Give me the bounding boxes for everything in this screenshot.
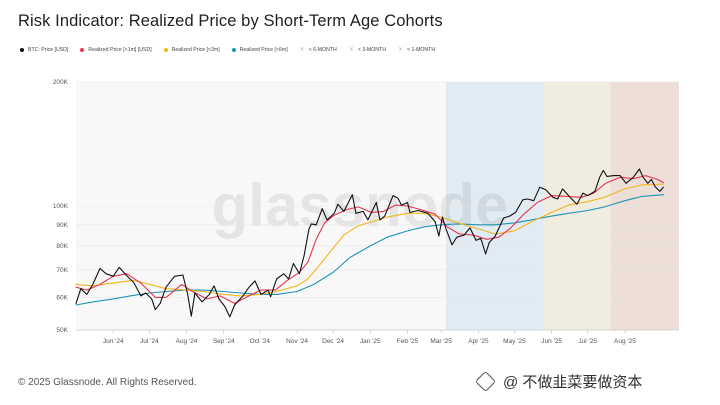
x-tick-label: Sep '24 bbox=[213, 338, 235, 345]
legend-item-realized-6m[interactable]: Realized Price [<6m] bbox=[231, 47, 288, 53]
x-tick-label: May '25 bbox=[503, 338, 526, 345]
legend-label: BTC: Price [USD] bbox=[28, 47, 69, 53]
legend-label: Realized Price [<3m] bbox=[171, 47, 220, 53]
y-tick-label: 200K bbox=[53, 79, 69, 86]
legend-label: < 6-MONTH bbox=[308, 47, 337, 53]
y-tick-label: 60K bbox=[56, 294, 68, 301]
x-tick-label: Feb '25 bbox=[397, 338, 419, 345]
x-tick-label: Mar '25 bbox=[430, 338, 452, 345]
legend-item-realized-1m[interactable]: Realized Price [<1m] [USD] bbox=[80, 47, 152, 53]
source-watermark: @ 不做韭菜要做资本 bbox=[474, 367, 720, 395]
y-tick-label: 70K bbox=[56, 267, 68, 274]
legend-cross-icon: ✕ bbox=[348, 47, 354, 53]
x-tick-label: Aug '24 bbox=[176, 338, 198, 345]
series-line-btc-price-usd bbox=[75, 168, 664, 318]
legend-cross-icon: ✕ bbox=[299, 47, 305, 53]
y-tick-label: 100K bbox=[53, 203, 69, 210]
x-tick-label: Nov '24 bbox=[286, 338, 308, 345]
legend-dot-icon bbox=[163, 48, 168, 52]
legend-label: < 3-MONTH bbox=[357, 47, 386, 53]
x-tick-label: Apr '25 bbox=[468, 338, 489, 345]
x-tick-label: Jun '24 bbox=[103, 338, 124, 345]
legend-cross-icon: ✕ bbox=[397, 47, 403, 53]
copyright-footer: © 2025 Glassnode. All Rights Reserved. bbox=[18, 377, 197, 388]
x-tick-label: Aug '25 bbox=[614, 338, 636, 345]
x-tick-label: Jun '25 bbox=[541, 338, 562, 345]
chart-title: Risk Indicator: Realized Price by Short-… bbox=[18, 12, 443, 30]
legend-dot-icon bbox=[80, 48, 85, 52]
series-line-realized-price-3m bbox=[75, 183, 664, 297]
x-tick-label: Jan '25 bbox=[360, 338, 381, 345]
legend-label: Realized Price [<6m] bbox=[239, 47, 288, 53]
x-tick-label: Dec '24 bbox=[322, 338, 344, 345]
legend-label: Realized Price [<1m] [USD] bbox=[88, 47, 152, 53]
diamond-logo-icon bbox=[474, 370, 497, 392]
legend-dot-icon bbox=[231, 48, 236, 52]
x-tick-label: Oct '24 bbox=[250, 338, 271, 345]
watermark-text: glassnode bbox=[212, 172, 509, 239]
legend-item-btc-price[interactable]: BTC: Price [USD] bbox=[20, 47, 68, 53]
legend-item-1-month[interactable]: ✕ < 1-MONTH bbox=[398, 47, 435, 53]
legend-item-realized-3m[interactable]: Realized Price [<3m] bbox=[163, 47, 220, 53]
legend-item-3-month[interactable]: ✕ < 3-MONTH bbox=[349, 47, 386, 53]
source-watermark-text: @ 不做韭菜要做资本 bbox=[503, 373, 643, 391]
legend-label: < 1-MONTH bbox=[406, 47, 436, 53]
legend-item-6-month[interactable]: ✕ < 6-MONTH bbox=[300, 47, 337, 53]
y-tick-label: 80K bbox=[56, 243, 68, 250]
chart-legend: BTC: Price [USD] Realized Price [<1m] [U… bbox=[20, 44, 447, 56]
x-tick-label: Jul '24 bbox=[140, 338, 159, 345]
legend-dot-icon bbox=[20, 48, 24, 52]
y-tick-label: 90K bbox=[56, 222, 68, 229]
y-tick-label: 50K bbox=[56, 327, 68, 334]
x-tick-label: Jul '25 bbox=[578, 338, 597, 345]
